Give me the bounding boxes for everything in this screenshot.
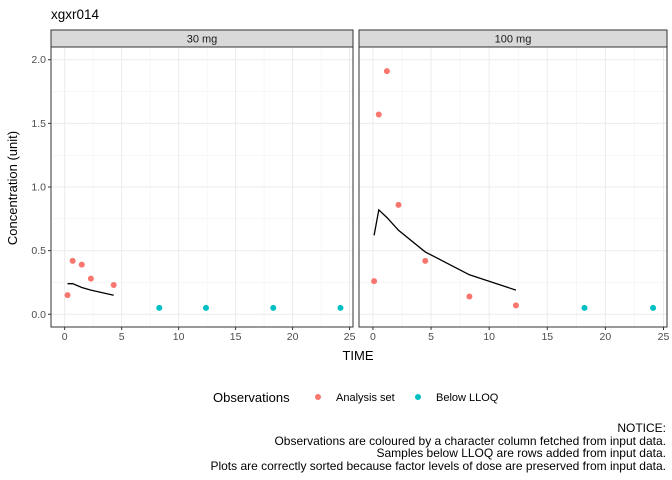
data-point xyxy=(466,293,473,300)
data-point xyxy=(375,111,382,118)
y-tick-label: 1.0 xyxy=(31,182,46,194)
x-axis-label: TIME xyxy=(342,348,373,363)
notice-line: NOTICE: xyxy=(617,421,666,435)
y-tick-label: 1.5 xyxy=(31,118,46,130)
x-tick-label: 10 xyxy=(173,331,185,343)
data-point xyxy=(512,302,519,309)
chart-title: xgxr014 xyxy=(51,7,100,22)
y-tick-label: 0.0 xyxy=(31,309,46,321)
data-point xyxy=(371,278,378,285)
data-point xyxy=(395,201,402,208)
legend-label-analysis-set: Analysis set xyxy=(336,392,395,404)
notice-line: Observations are coloured by a character… xyxy=(274,433,666,448)
x-tick-label: 20 xyxy=(600,331,612,343)
x-tick-label: 25 xyxy=(658,331,670,343)
notice-line: Plots are correctly sorted because facto… xyxy=(210,458,666,473)
data-point xyxy=(650,304,657,311)
x-tick-label: 0 xyxy=(370,331,376,343)
x-tick-label: 15 xyxy=(541,331,553,343)
notice-text: NOTICE: Observations are coloured by a c… xyxy=(210,422,666,472)
x-tick-label: 20 xyxy=(287,331,299,343)
data-point xyxy=(270,304,277,311)
data-point xyxy=(581,304,588,311)
data-point xyxy=(383,68,390,75)
y-tick-label: 0.5 xyxy=(31,245,46,257)
data-point xyxy=(422,257,429,264)
x-tick-label: 5 xyxy=(119,331,125,343)
data-point xyxy=(69,257,76,264)
facet-strip-label: 100 mg xyxy=(495,34,532,46)
data-point xyxy=(78,261,85,268)
data-point xyxy=(337,304,344,311)
data-point xyxy=(202,304,209,311)
y-axis-label: Concentration (unit) xyxy=(5,131,20,245)
x-tick-label: 25 xyxy=(344,331,356,343)
x-tick-label: 5 xyxy=(428,331,434,343)
x-tick-label: 15 xyxy=(230,331,242,343)
panel-border xyxy=(358,46,668,328)
legend-title: Observations xyxy=(213,390,290,405)
trend-line xyxy=(67,283,114,296)
legend: Observations Analysis set Below LLOQ xyxy=(213,390,499,405)
notice-line: Samples below LLOQ are rows added from i… xyxy=(376,446,667,460)
legend-label-below-lloq: Below LLOQ xyxy=(436,392,499,404)
chart: xgxr014 30 mg 0 5 10 15 20 25 0.0 0.5 1.0 1.5 2.0 10… xyxy=(5,7,670,405)
legend-key-below-lloq xyxy=(415,394,421,400)
data-point xyxy=(87,275,94,282)
y-tick-label: 2.0 xyxy=(31,54,46,66)
facet-panel: 100 mg 0 5 10 15 20 25 xyxy=(358,29,670,343)
legend-key-analysis-set xyxy=(315,394,321,400)
facet-panel: 30 mg 0 5 10 15 20 25 0.0 0.5 1.0 1.5 2.0 xyxy=(31,29,356,343)
data-point xyxy=(110,282,117,288)
trend-line xyxy=(373,208,517,291)
facet-strip-label: 30 mg xyxy=(187,34,218,46)
data-point xyxy=(64,292,71,299)
x-tick-label: 10 xyxy=(483,331,495,343)
data-point xyxy=(156,304,163,311)
x-tick-label: 0 xyxy=(62,331,68,343)
